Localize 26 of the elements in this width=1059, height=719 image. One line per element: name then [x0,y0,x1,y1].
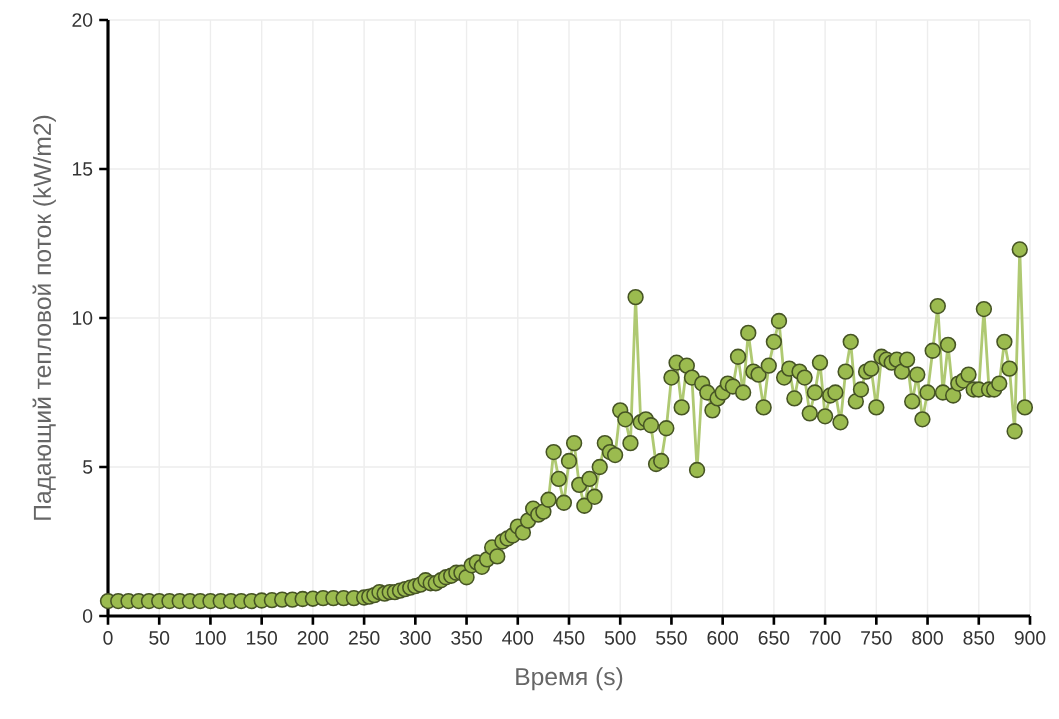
x-tick-label: 500 [604,631,636,645]
x-tick-label: 900 [1014,631,1046,645]
x-tick-label: 350 [451,631,482,645]
x-tick-label: 400 [502,631,534,645]
x-tick-label: 100 [195,631,226,645]
y-axis-title: Падающий тепловой поток (kW/m2) [32,115,56,520]
y-tick-label: 10 [72,311,93,325]
y-tick-label: 0 [83,609,93,623]
y-tick-label: 5 [83,460,93,474]
x-tick-label: 300 [399,631,431,645]
x-tick-label: 600 [707,631,739,645]
x-tick-label: 750 [861,631,892,645]
x-tick-label: 200 [297,631,329,645]
x-tick-label: 250 [348,631,380,645]
x-tick-label: 0 [103,631,113,645]
y-tick-label: 15 [72,162,93,176]
y-tick-label: 20 [72,13,93,27]
x-tick-label: 850 [963,631,995,645]
x-tick-label: 800 [912,631,943,645]
x-axis-title: Время (s) [516,667,623,691]
x-tick-label: 50 [149,631,170,645]
x-tick-label: 150 [247,631,278,645]
x-tick-label: 550 [656,631,687,645]
x-tick-label: 700 [809,631,841,645]
x-tick-label: 650 [758,631,790,645]
x-tick-label: 450 [553,631,585,645]
